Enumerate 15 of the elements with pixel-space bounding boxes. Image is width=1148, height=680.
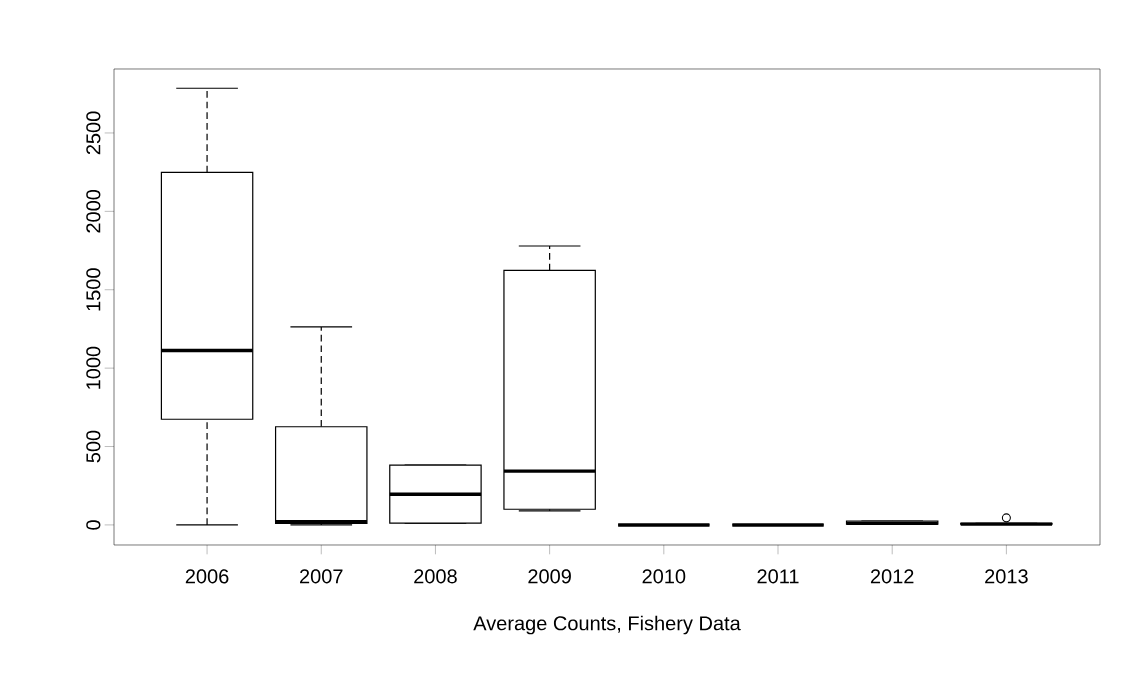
y-tick-label: 2500 <box>86 111 101 155</box>
x-tick-label: 2006 <box>185 569 229 584</box>
y-tick-label: 500 <box>86 430 101 463</box>
y-tick-label: 0 <box>86 520 101 530</box>
x-tick-label: 2008 <box>414 569 457 584</box>
x-tick-label: 2012 <box>870 569 914 584</box>
y-tick-label: 1000 <box>86 346 101 389</box>
x-tick-label: 2011 <box>757 569 799 584</box>
x-tick-label: 2007 <box>300 569 343 584</box>
x-tick-label: 2013 <box>985 569 1028 584</box>
y-tick-label: 2000 <box>86 189 101 233</box>
x-tick-label: 2010 <box>642 569 686 584</box>
y-tick-label: 1500 <box>86 268 101 311</box>
x-axis-title: Average Counts, Fishery Data <box>473 615 741 635</box>
x-tick-label: 2009 <box>528 569 571 584</box>
